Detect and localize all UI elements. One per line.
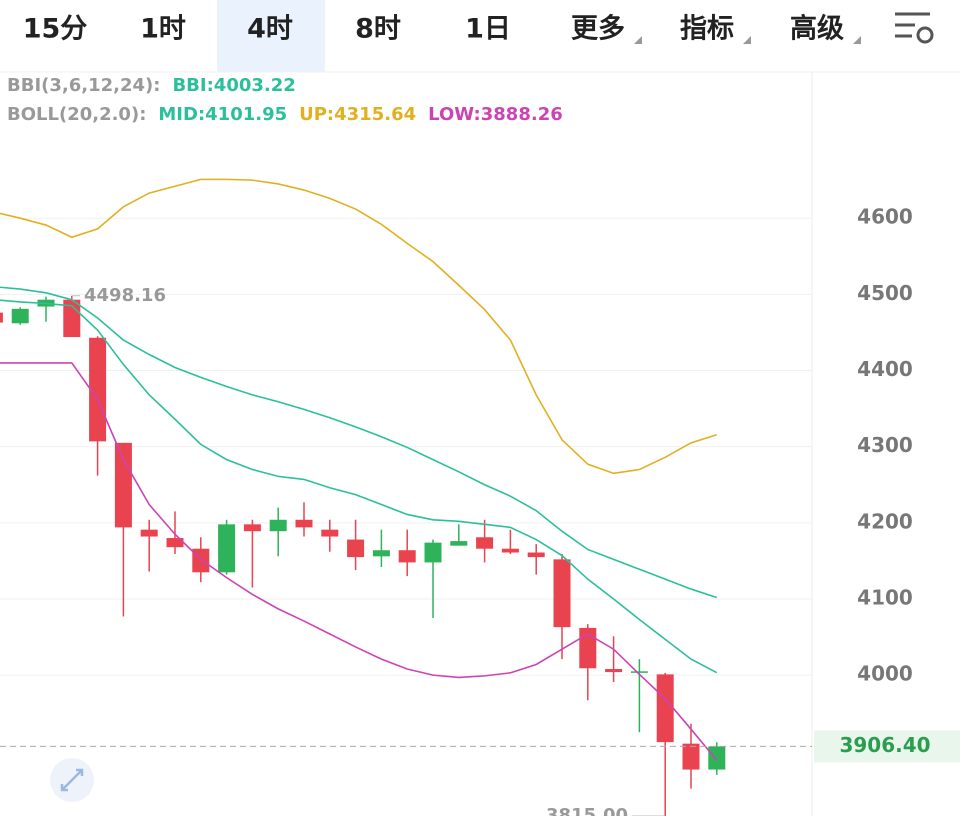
candle-body xyxy=(372,550,390,557)
tab[interactable]: 1日 xyxy=(465,14,511,45)
active-tab-bg xyxy=(217,0,325,72)
candle-body xyxy=(630,671,648,673)
tab[interactable]: 更多 xyxy=(571,14,625,45)
candle-body xyxy=(579,627,597,669)
candle-body xyxy=(89,337,107,442)
tab[interactable]: 1时 xyxy=(140,14,186,45)
indicator-value: UP:4315.64 xyxy=(299,104,416,125)
candle-body xyxy=(347,539,365,558)
tab[interactable]: 8时 xyxy=(355,14,401,45)
candle-body xyxy=(192,548,210,573)
annotation-label: 3815.00 xyxy=(546,805,628,816)
candle-body xyxy=(0,312,3,323)
candle-body xyxy=(553,559,571,628)
indicator-line xyxy=(0,286,718,599)
candle-body xyxy=(450,541,468,546)
candle-body xyxy=(398,550,416,563)
y-tick-label: 4200 xyxy=(857,509,913,533)
indicator-line xyxy=(0,362,718,761)
dropdown-arrow xyxy=(634,36,642,44)
dropdown-arrow xyxy=(853,36,861,44)
candle-body xyxy=(114,442,132,528)
candle-body xyxy=(527,552,545,558)
candle-body xyxy=(11,308,29,324)
y-tick-label: 4300 xyxy=(857,433,913,457)
candle-body xyxy=(605,669,623,673)
last-price-tag xyxy=(814,730,960,763)
candle-body xyxy=(708,746,726,770)
last-price-label: 3906.40 xyxy=(839,733,930,757)
indicator-legend: BOLL(20,2.0): MID:4101.95 UP:4315.64 LOW:38… xyxy=(7,104,563,125)
candle-body xyxy=(295,519,313,528)
indicator-line xyxy=(0,178,718,475)
candle-body xyxy=(682,743,700,770)
tab[interactable]: 指标 xyxy=(680,14,734,45)
candle-body xyxy=(476,537,494,549)
indicator-label: BBI(3,6,12,24): xyxy=(7,75,160,96)
settings-icon[interactable] xyxy=(895,12,934,44)
candle-body xyxy=(424,542,442,563)
annotation-label: 4498.16 xyxy=(84,285,166,306)
indicator-legend: BBI(3,6,12,24): BBI:4003.22 xyxy=(7,75,296,96)
candle-body xyxy=(218,524,236,573)
dropdown-arrow xyxy=(743,36,751,44)
indicator-value: MID:4101.95 xyxy=(158,104,287,125)
indicator-value: LOW:3888.26 xyxy=(428,104,563,125)
indicator-label: BOLL(20,2.0): xyxy=(7,104,146,125)
indicator-line xyxy=(0,299,718,674)
tab[interactable]: 4时 xyxy=(247,14,293,45)
y-tick-label: 4000 xyxy=(857,662,913,686)
y-tick-label: 4100 xyxy=(857,585,913,609)
candle-body xyxy=(321,529,339,537)
candle-body xyxy=(243,524,261,532)
indicator-value: BBI:4003.22 xyxy=(172,75,295,96)
candle-body xyxy=(501,548,519,553)
y-tick-label: 4400 xyxy=(857,357,913,381)
candle-body xyxy=(656,674,674,743)
candle-body xyxy=(269,519,287,532)
candle-body xyxy=(140,529,158,537)
y-tick-label: 4500 xyxy=(857,281,913,305)
y-tick-label: 4600 xyxy=(857,205,913,229)
candle-body xyxy=(166,538,184,548)
tab[interactable]: 15分 xyxy=(23,14,88,45)
expand-button[interactable] xyxy=(50,758,94,802)
tab[interactable]: 高级 xyxy=(790,13,844,45)
